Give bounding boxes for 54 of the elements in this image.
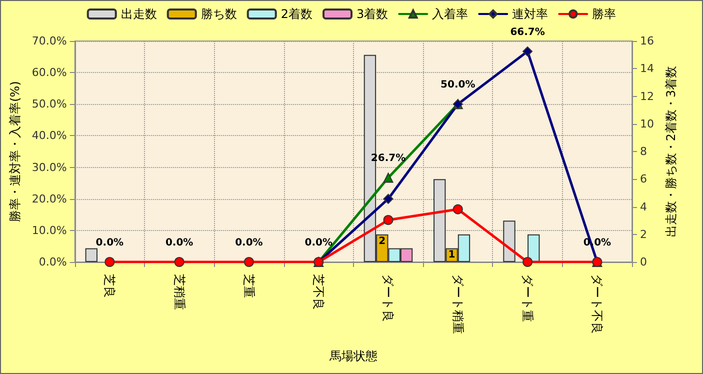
legend-label: 3着数 <box>356 7 388 21</box>
x-tick-label: 芝稍重 <box>172 274 186 310</box>
data-label: 50.0% <box>440 80 476 91</box>
y2-axis-title: 出走数・勝ち数・2着数・3着数 <box>664 66 678 238</box>
point <box>244 257 254 267</box>
data-label: 1 <box>448 250 456 261</box>
bar <box>85 248 98 262</box>
y-tick-label: 50.0% <box>32 98 67 111</box>
legend-label: 勝率 <box>592 7 616 21</box>
data-label: 2 <box>378 236 386 247</box>
y-tick-label: 20.0% <box>32 192 67 206</box>
y-tick-label: 70.0% <box>32 34 67 48</box>
data-label: 0.0% <box>304 238 332 248</box>
x-tick-label: ダート不良 <box>590 274 604 334</box>
y2-tick-label: 14 <box>640 62 654 76</box>
y-tick-label: 60.0% <box>32 66 67 80</box>
point <box>174 257 184 267</box>
point <box>522 46 533 56</box>
point <box>383 215 394 226</box>
legend-label: 2着数 <box>280 7 313 21</box>
y2-tick-label: 8 <box>640 145 647 158</box>
y2-tick-label: 12 <box>640 90 654 103</box>
y2-tick-label: 10 <box>640 117 654 130</box>
x-tick-label: ダート良 <box>381 274 396 322</box>
point <box>522 257 533 267</box>
data-label: 66.7% <box>510 26 545 38</box>
x-tick-label: 芝重 <box>242 274 256 298</box>
y2-tick-label: 0 <box>640 256 647 268</box>
legend-label: 出走数 <box>120 7 157 21</box>
legend-label: 入着率 <box>432 7 468 21</box>
y-tick-label: 40.0% <box>32 129 67 142</box>
bar <box>503 220 516 262</box>
data-label: 0.0% <box>96 238 124 248</box>
legend-label: 連対率 <box>512 7 548 21</box>
x-tick-label: 芝良 <box>102 274 117 298</box>
point <box>383 194 394 204</box>
y2-tick-label: 16 <box>640 34 654 48</box>
y2-tick-label: 6 <box>640 172 647 186</box>
point <box>104 257 115 267</box>
x-tick-label: 芝不良 <box>312 274 326 310</box>
point <box>383 172 394 183</box>
x-tick-label: ダート稍重 <box>450 274 465 334</box>
point <box>452 204 463 214</box>
legend-label: 勝ち数 <box>200 7 237 21</box>
y-tick-label: 10.0% <box>32 224 67 237</box>
x-tick-label: ダート重 <box>520 274 535 322</box>
y2-tick-label: 2 <box>640 228 647 241</box>
data-label: 0.0% <box>235 238 263 248</box>
y-tick-label: 30.0% <box>32 160 67 174</box>
data-label: 0.0% <box>165 238 194 248</box>
y2-tick-label: 4 <box>640 200 647 214</box>
y-tick-label: 0.0% <box>38 256 67 268</box>
y-axis-title: 勝率・連対率・入着率(%) <box>8 81 22 222</box>
x-axis-title: 馬場状態 <box>328 349 378 363</box>
